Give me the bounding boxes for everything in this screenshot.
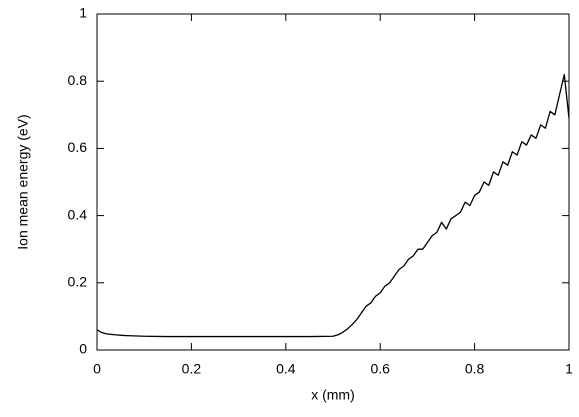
x-tick-label: 0.8 [465,361,485,377]
y-tick-label: 0.4 [68,206,88,222]
y-axis-label: Ion mean energy (eV) [15,114,31,249]
x-tick-label: 1 [565,361,573,377]
y-tick-label: 0.8 [68,72,88,88]
y-tick-label: 0.6 [68,139,88,155]
x-axis-label: x (mm) [311,387,355,403]
x-tick-label: 0.6 [370,361,390,377]
y-tick-label: 0 [79,341,87,357]
y-tick-label: 1 [79,5,87,21]
plot-frame [96,13,570,351]
y-tick-label: 0.2 [68,274,88,290]
x-tick-label: 0 [93,361,101,377]
data-line [96,73,570,338]
x-tick-label: 0.2 [182,361,202,377]
x-tick-label: 0.4 [276,361,296,377]
